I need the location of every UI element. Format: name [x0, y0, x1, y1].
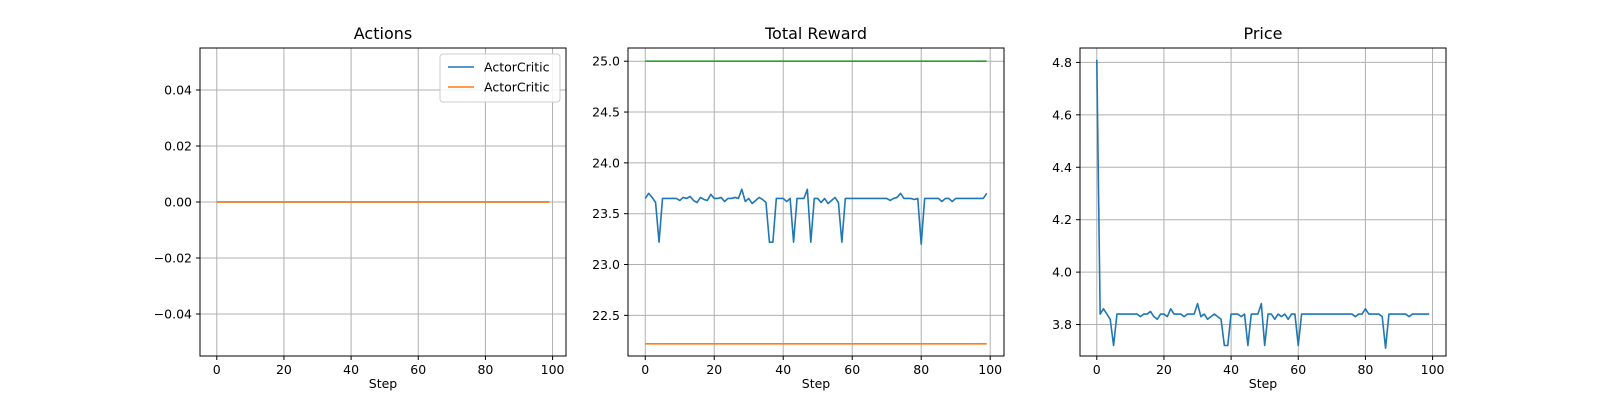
x-axis-label: Step	[802, 376, 831, 391]
x-tick-label: 0	[641, 362, 649, 377]
x-tick-label: 40	[1223, 362, 1239, 377]
y-tick-label: 24.0	[592, 155, 620, 170]
x-tick-label: 40	[775, 362, 791, 377]
y-tick-label: 23.5	[592, 206, 620, 221]
y-tick-label: 24.5	[592, 105, 620, 120]
y-tick-label: 4.0	[1052, 265, 1072, 280]
x-tick-label: 60	[410, 362, 426, 377]
y-tick-label: 3.8	[1052, 317, 1072, 332]
x-tick-label: 20	[276, 362, 292, 377]
plot-frame	[627, 47, 1005, 357]
y-tick-label: 4.2	[1052, 212, 1072, 227]
y-tick-label: 0.02	[164, 139, 192, 154]
plot-frame	[1079, 47, 1447, 357]
chart-panel-3: 0 20 40 60 80 100 3.8 4.0 4.2 4.4 4.6 4.8 Price Step	[1052, 24, 1447, 391]
legend-box	[439, 53, 561, 103]
x-tick-label: 80	[913, 362, 929, 377]
x-tick-label: 100	[1421, 362, 1445, 377]
y-tick-label: −0.02	[154, 251, 192, 266]
y-tick-label: 4.8	[1052, 55, 1072, 70]
x-tick-label: 100	[541, 362, 565, 377]
x-tick-label: 60	[844, 362, 860, 377]
chart-title: Actions	[354, 24, 412, 43]
chart-panel-1: 0 20 40 60 80 100 −0.04 −0.02 0.00 0.02 0.04 Action…	[154, 24, 567, 391]
chart-title: Total Reward	[764, 24, 867, 43]
legend-label: ActorCritic	[484, 60, 550, 75]
y-tick-label: 22.5	[592, 308, 620, 323]
x-tick-label: 20	[706, 362, 722, 377]
x-tick-label: 20	[1156, 362, 1172, 377]
series-line-1	[644, 188, 988, 245]
x-tick-label: 80	[477, 362, 493, 377]
legend: ActorCritic ActorCritic	[439, 53, 561, 103]
x-tick-label: 0	[213, 362, 221, 377]
y-tick-label: 0.00	[164, 195, 192, 210]
chart-panel-2: 0 20 40 60 80 100 22.5 23.0 23.5 24.0 24.5 25.0 Tota…	[592, 24, 1005, 391]
y-tick-label: 4.4	[1052, 160, 1072, 175]
x-tick-label: 100	[978, 362, 1002, 377]
y-tick-label: 0.04	[164, 83, 192, 98]
legend-label: ActorCritic	[484, 80, 550, 95]
series-line-1	[1095, 59, 1430, 349]
x-tick-label: 40	[343, 362, 359, 377]
y-tick-label: 4.6	[1052, 107, 1072, 122]
x-axis-label: Step	[369, 376, 398, 391]
y-tick-label: −0.04	[154, 307, 192, 322]
x-tick-label: 0	[1093, 362, 1101, 377]
chart-title: Price	[1243, 24, 1282, 43]
y-tick-label: 23.0	[592, 257, 620, 272]
x-tick-label: 60	[1290, 362, 1306, 377]
y-tick-label: 25.0	[592, 54, 620, 69]
x-axis-label: Step	[1249, 376, 1278, 391]
x-tick-label: 80	[1357, 362, 1373, 377]
